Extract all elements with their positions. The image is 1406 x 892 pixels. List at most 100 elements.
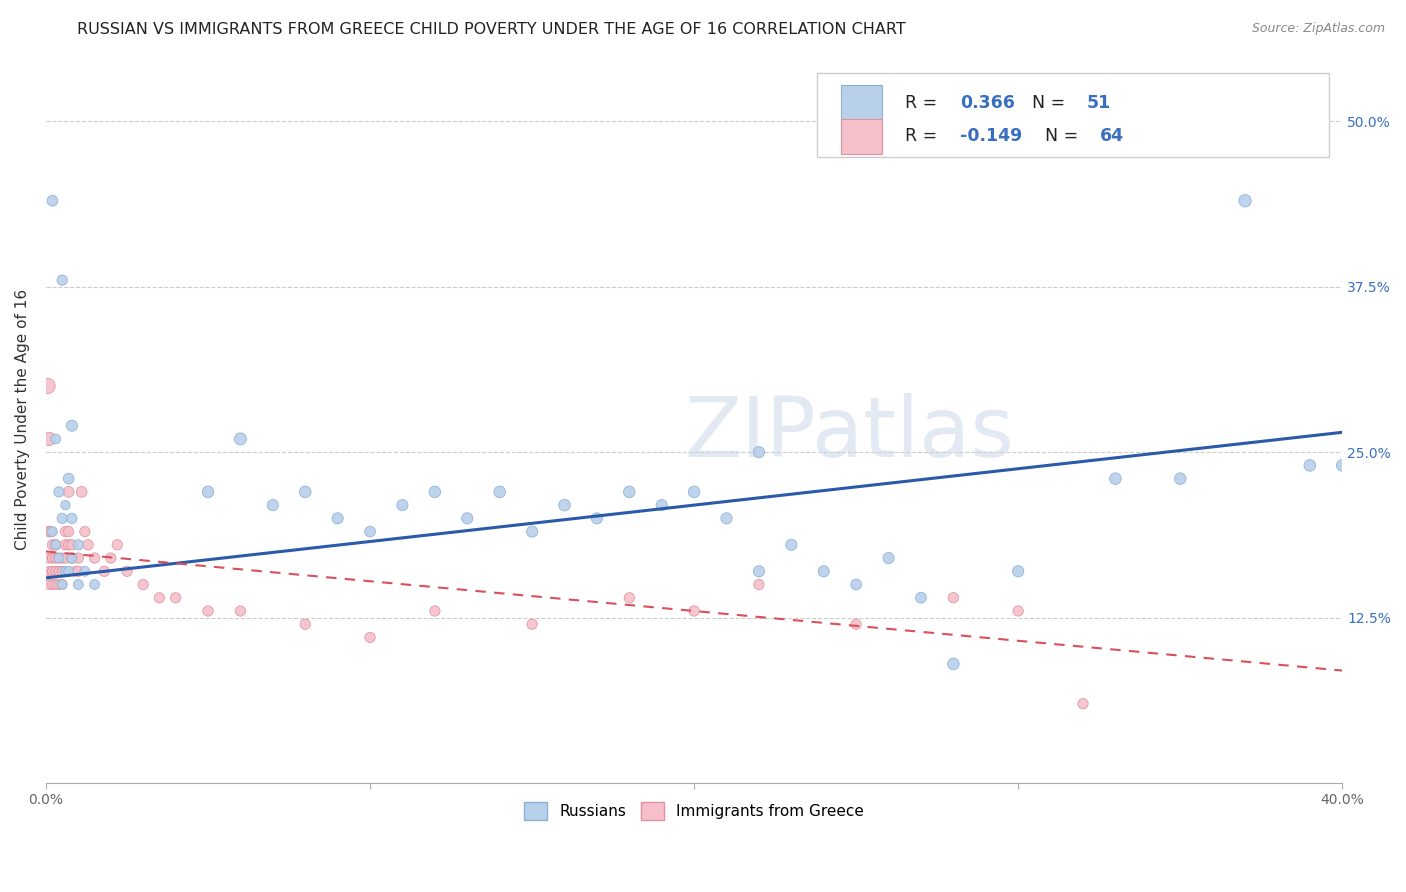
Point [294,617,316,632]
Point [51,551,73,566]
Point [748,577,770,591]
Point [942,591,965,605]
Point [229,604,252,618]
Point [48,484,70,499]
Text: -0.149: -0.149 [960,128,1022,145]
Point [41,577,63,591]
Point [942,657,965,671]
Point [1234,194,1257,208]
Point [262,498,284,512]
Point [38,432,60,446]
Point [1299,458,1322,473]
Point [683,604,706,618]
Point [60,551,83,566]
Legend: Russians, Immigrants from Greece: Russians, Immigrants from Greece [517,796,870,826]
Text: Source: ZipAtlas.com: Source: ZipAtlas.com [1251,22,1385,36]
Point [520,617,543,632]
Point [67,577,90,591]
Point [39,524,62,539]
Text: 51: 51 [1087,94,1111,112]
Point [229,432,252,446]
Point [38,577,60,591]
Point [51,577,73,591]
Point [294,484,316,499]
Point [73,524,96,539]
Point [67,538,90,552]
Point [716,511,738,525]
Point [38,564,60,578]
Point [73,564,96,578]
Point [748,445,770,459]
Point [910,591,932,605]
Point [165,591,187,605]
Point [423,484,446,499]
Point [45,577,67,591]
Point [67,564,90,578]
Point [70,484,93,499]
Point [553,498,575,512]
Point [83,551,105,566]
Point [55,551,77,566]
Point [1007,604,1029,618]
FancyBboxPatch shape [817,73,1329,157]
Point [359,524,381,539]
Point [51,551,73,566]
Point [38,551,60,566]
Point [619,591,641,605]
Point [132,577,155,591]
Text: RUSSIAN VS IMMIGRANTS FROM GREECE CHILD POVERTY UNDER THE AGE OF 16 CORRELATION : RUSSIAN VS IMMIGRANTS FROM GREECE CHILD … [77,22,905,37]
Point [41,564,63,578]
Point [105,538,128,552]
Point [1104,472,1126,486]
Point [586,511,609,525]
Point [41,538,63,552]
Text: 64: 64 [1099,128,1123,145]
Point [651,498,673,512]
Point [48,551,70,566]
Point [48,551,70,566]
Point [58,538,80,552]
Point [45,538,67,552]
Point [55,524,77,539]
Point [197,604,219,618]
Point [326,511,349,525]
Text: N =: N = [1046,128,1084,145]
Point [51,564,73,578]
Point [48,551,70,566]
Point [51,511,73,525]
Point [1168,472,1191,486]
Point [359,631,381,645]
Point [619,484,641,499]
Point [423,604,446,618]
Point [93,564,115,578]
Text: ZIPatlas: ZIPatlas [685,393,1015,475]
Point [58,524,80,539]
Point [58,564,80,578]
Point [58,472,80,486]
Point [45,564,67,578]
Point [45,564,67,578]
Point [58,484,80,499]
Point [845,617,868,632]
Y-axis label: Child Poverty Under the Age of 16: Child Poverty Under the Age of 16 [15,288,30,549]
Point [45,551,67,566]
Text: N =: N = [1032,94,1071,112]
Point [37,379,59,393]
Point [41,564,63,578]
Point [391,498,413,512]
Text: R =: R = [905,128,943,145]
Point [488,484,510,499]
Point [55,498,77,512]
Point [48,577,70,591]
Text: R =: R = [905,94,943,112]
Point [45,551,67,566]
Point [148,591,170,605]
Point [845,577,868,591]
Text: 0.366: 0.366 [960,94,1015,112]
FancyBboxPatch shape [841,119,882,153]
Point [48,564,70,578]
Point [1331,458,1354,473]
Point [45,538,67,552]
Point [55,564,77,578]
Point [60,418,83,433]
